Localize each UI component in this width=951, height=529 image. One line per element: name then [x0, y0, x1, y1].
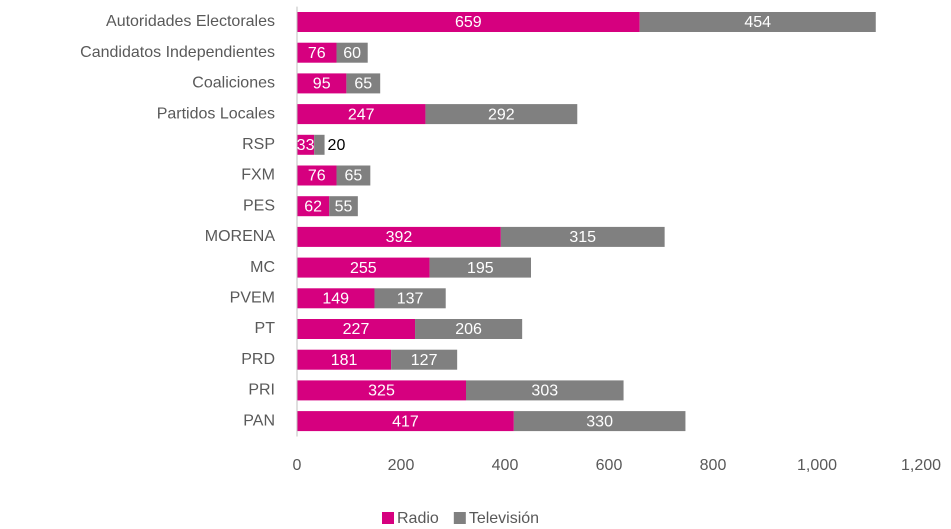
bar-segment: [297, 134, 315, 155]
bar-segment: [297, 12, 640, 32]
bar-segment: [346, 73, 381, 94]
bar-segment: [336, 42, 368, 63]
y-tick-label: Autoridades Electorales: [106, 13, 275, 30]
y-tick-label: PES: [243, 197, 275, 214]
y-tick-label: FXM: [241, 167, 275, 184]
data-label: 454: [744, 14, 771, 31]
bar-segment: [329, 196, 358, 217]
y-tick-label: Partidos Locales: [157, 105, 275, 122]
bar-segment: [297, 380, 466, 401]
x-tick-label: 800: [700, 457, 727, 474]
data-label: 292: [488, 106, 515, 123]
bar-segment: [297, 411, 514, 432]
legend-swatch: [453, 512, 466, 524]
data-label: 417: [392, 413, 419, 430]
data-label: 65: [345, 168, 363, 185]
bar-segment: [297, 104, 426, 125]
bar-segment: [425, 104, 578, 125]
y-tick-label: MORENA: [205, 228, 276, 245]
bar-segment: [297, 165, 337, 186]
bar-segment: [639, 12, 876, 32]
bar-segment: [336, 165, 371, 186]
data-label: 33: [297, 137, 315, 154]
data-label: 330: [586, 413, 613, 430]
data-label: 149: [322, 291, 349, 308]
data-label: 127: [411, 352, 438, 369]
data-label: 206: [455, 321, 482, 338]
y-tick-label: PRD: [241, 351, 275, 368]
x-tick-label: 1,200: [901, 457, 941, 474]
data-label: 195: [467, 260, 494, 277]
bar-segment: [415, 319, 523, 339]
y-tick-label: PRI: [248, 382, 275, 399]
y-tick-label: RSP: [242, 136, 275, 153]
bar-segment: [297, 349, 392, 370]
y-tick-label: PVEM: [230, 290, 275, 307]
data-label: 659: [455, 14, 482, 31]
bar-segment: [297, 319, 416, 339]
data-label: 255: [350, 260, 377, 277]
data-label: 181: [331, 352, 358, 369]
y-tick-label: Candidatos Independientes: [80, 44, 275, 61]
data-label: 76: [308, 168, 326, 185]
bar-segment: [297, 257, 430, 278]
x-tick-label: 1,000: [797, 457, 837, 474]
bar-segment: [466, 380, 624, 401]
bar-segment: [391, 349, 458, 370]
x-tick-label: 400: [492, 457, 519, 474]
bar-segment: [297, 73, 347, 94]
data-label: 325: [368, 383, 395, 400]
legend-label: Televisión: [469, 510, 539, 527]
bar-segment: [374, 288, 446, 309]
data-label: 76: [308, 45, 326, 62]
data-label: 392: [386, 229, 413, 246]
y-tick-label: MC: [250, 259, 275, 276]
data-label: 303: [531, 383, 558, 400]
data-label: 315: [569, 229, 596, 246]
bar-segment: [429, 257, 531, 278]
data-label: 60: [343, 45, 361, 62]
bar-segment: [297, 42, 337, 63]
data-label: 55: [335, 198, 353, 215]
data-label: 62: [304, 198, 322, 215]
bar-segment: [314, 134, 325, 155]
data-label: 65: [354, 76, 372, 93]
bar-segment: [500, 226, 665, 247]
bar-segment: [297, 196, 330, 217]
y-tick-label: Coaliciones: [192, 75, 275, 92]
data-label: 95: [313, 76, 331, 93]
data-label: 137: [397, 291, 424, 308]
data-label: 20: [328, 137, 346, 154]
x-tick-label: 0: [293, 457, 302, 474]
data-label: 227: [343, 321, 370, 338]
legend-label: Radio: [397, 510, 439, 527]
bar-segment: [513, 411, 686, 432]
bar-segment: [297, 226, 501, 247]
bar-segment: [297, 288, 375, 309]
x-tick-label: 200: [388, 457, 415, 474]
legend-swatch: [382, 512, 394, 524]
data-label: 247: [348, 106, 375, 123]
y-tick-label: PT: [255, 320, 276, 337]
x-tick-label: 600: [596, 457, 623, 474]
y-tick-label: PAN: [243, 412, 275, 429]
